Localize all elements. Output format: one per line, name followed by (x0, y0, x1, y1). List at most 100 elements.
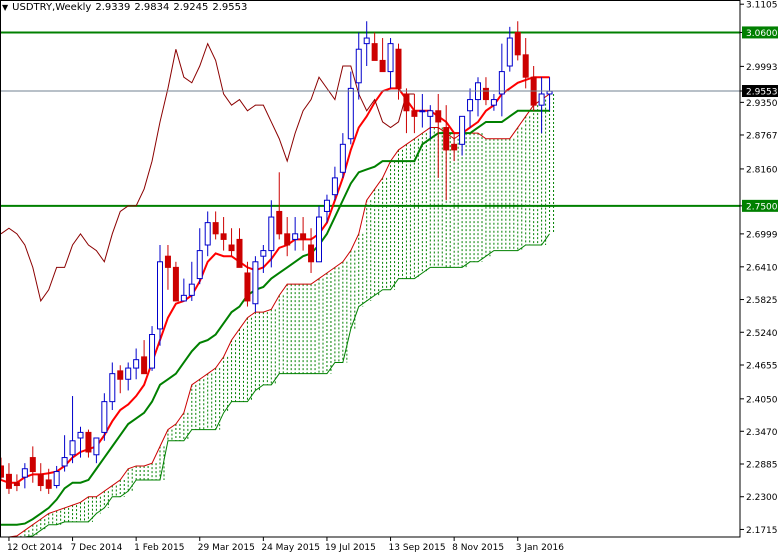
x-tick-label: 8 Nov 2015 (452, 543, 504, 553)
candle-body (435, 110, 442, 123)
candle-body (212, 222, 219, 235)
candle-body (482, 87, 489, 101)
symbol-dropdown-icon[interactable]: ▼ (2, 3, 9, 12)
y-label-highlight (742, 199, 778, 212)
chikou-polyline (0, 42, 415, 303)
candle-body (387, 43, 394, 73)
candle-body (220, 233, 227, 240)
y-tick-label: 2.6410 (746, 263, 778, 273)
candle-body (427, 110, 434, 117)
candle-body (363, 37, 370, 45)
candle-body (546, 90, 553, 95)
candle-body (157, 261, 163, 330)
ohlc-open: 2.9339 (95, 2, 131, 13)
x-tick-label: 3 Jan 2016 (516, 543, 564, 553)
y-tick-label: 2.8767 (746, 131, 778, 141)
candle-body (323, 199, 330, 212)
y-tick-label: 2.6999 (746, 230, 778, 240)
x-tick-label: 29 Mar 2015 (198, 543, 255, 553)
candle-body (347, 87, 354, 140)
candle-body (69, 440, 76, 456)
candle-body (451, 143, 458, 151)
y-tick-label: 3.0600 (746, 29, 778, 39)
y-tick-label: 2.9350 (746, 99, 778, 109)
plot-frame (0, 0, 741, 538)
y-tick-label: 2.2300 (746, 493, 778, 503)
candle-body (13, 482, 20, 487)
y-tick-label: 3.1105 (746, 1, 778, 11)
y-tick-label: 2.1715 (746, 526, 778, 536)
x-tick-label: 19 Jul 2015 (325, 543, 376, 553)
senkou-span-b (8, 233, 550, 538)
candle-body (403, 93, 410, 112)
candle-body (101, 401, 108, 433)
ohlc-close: 2.9553 (212, 2, 248, 13)
horizontal-levels[interactable] (0, 31, 740, 207)
candle-body (29, 457, 36, 473)
tenkan-polyline (0, 76, 550, 484)
candle-body (204, 222, 211, 246)
candle-body (188, 283, 195, 296)
candle-body (331, 177, 338, 196)
candle-body (339, 143, 346, 173)
candle-body (149, 334, 156, 369)
candle-body (260, 250, 267, 257)
y-tick-label: 2.9553 (746, 88, 778, 98)
x-tick-label: 1 Feb 2015 (134, 543, 184, 553)
y-label-highlight (742, 26, 778, 39)
ohlc-high: 2.9834 (134, 2, 170, 13)
candle-body (133, 359, 140, 369)
candle-body (196, 250, 203, 280)
candle-body (117, 370, 124, 380)
candle-body (506, 37, 513, 67)
ichimoku-cloud (8, 93, 555, 538)
time-axis[interactable]: 12 Oct 2014 7 Dec 2014 1 Feb 2015 29 Mar 20… (7, 537, 564, 553)
symbol-name: USDTRY,Weekly (12, 2, 92, 13)
candle-body (522, 54, 529, 78)
candle-body (411, 110, 418, 117)
tenkan-sen-line (0, 76, 550, 484)
candle-body (498, 71, 505, 95)
candle-body (419, 110, 426, 113)
candle-body (77, 431, 84, 439)
candle-body (268, 216, 275, 252)
candle-body (490, 99, 497, 106)
candle-body (109, 373, 116, 403)
candle-body (228, 244, 235, 252)
ohlc-low: 2.9245 (173, 2, 209, 13)
y-tick-label: 2.5825 (746, 296, 778, 306)
candle-body (308, 244, 315, 263)
candle-body (93, 437, 100, 456)
candle-body (5, 473, 12, 489)
candle-body (284, 233, 291, 246)
y-tick-label: 2.8160 (746, 165, 778, 175)
candle-body (276, 210, 283, 235)
y-tick-label: 2.5240 (746, 329, 778, 339)
candle-body (180, 294, 187, 302)
candle-body (164, 255, 171, 268)
candle-body (459, 115, 466, 145)
candle-body (172, 266, 179, 302)
candle-body (355, 48, 362, 84)
candle-body (467, 99, 474, 112)
candle-body (379, 59, 386, 73)
candle-body (316, 216, 322, 263)
candle-body (244, 272, 251, 302)
candle-body (53, 471, 60, 487)
candlesticks (0, 21, 553, 494)
chikou-span-line (0, 42, 415, 303)
y-tick-label: 2.4655 (746, 361, 778, 371)
y-tick-label: 2.2885 (746, 461, 778, 471)
candle-body (252, 261, 259, 305)
symbol-info-bar: ▼ USDTRY,Weekly 2.9339 2.9834 2.9245 2.9… (2, 2, 247, 13)
y-tick-label: 2.7500 (746, 202, 778, 212)
candle-body (85, 431, 92, 453)
candle-body (443, 127, 450, 151)
candle-body (125, 367, 132, 380)
x-tick-label: 13 Sep 2015 (389, 543, 446, 553)
candle-body (514, 31, 521, 56)
candle-body (236, 238, 243, 268)
candle-body (292, 233, 299, 240)
